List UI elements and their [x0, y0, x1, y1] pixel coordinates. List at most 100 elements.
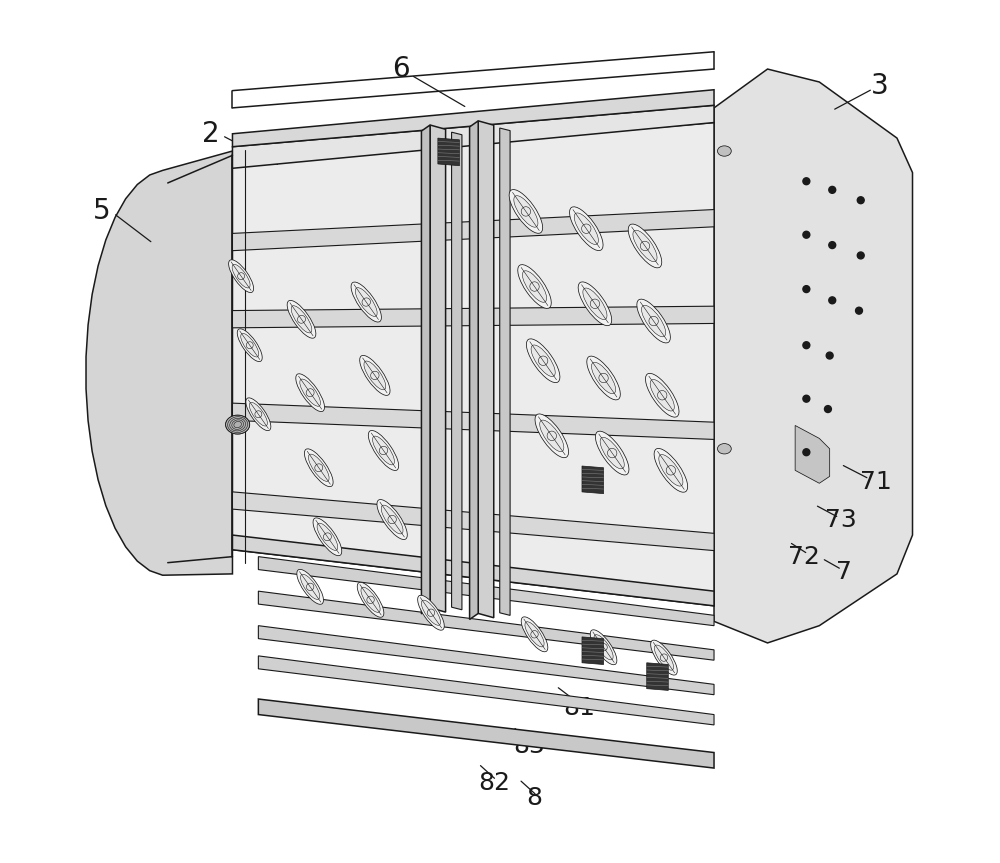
Circle shape [803, 395, 810, 402]
Ellipse shape [590, 630, 617, 665]
Circle shape [829, 186, 836, 193]
Ellipse shape [637, 299, 670, 343]
Ellipse shape [381, 505, 403, 534]
Ellipse shape [633, 230, 657, 261]
Ellipse shape [291, 306, 312, 333]
Ellipse shape [317, 523, 338, 551]
Ellipse shape [297, 570, 323, 604]
Ellipse shape [531, 345, 555, 376]
Circle shape [857, 197, 864, 204]
Polygon shape [258, 591, 714, 660]
Ellipse shape [591, 362, 616, 394]
Ellipse shape [587, 356, 620, 400]
Ellipse shape [600, 438, 624, 469]
Ellipse shape [296, 374, 324, 412]
Circle shape [803, 286, 810, 293]
Ellipse shape [373, 436, 394, 465]
Ellipse shape [595, 432, 629, 475]
Ellipse shape [246, 398, 271, 431]
Ellipse shape [229, 260, 254, 293]
Polygon shape [470, 121, 478, 620]
Circle shape [803, 342, 810, 349]
Polygon shape [232, 123, 714, 606]
Text: 73: 73 [825, 508, 857, 532]
Text: 83: 83 [513, 734, 545, 759]
Polygon shape [232, 403, 714, 439]
Polygon shape [86, 151, 232, 576]
Ellipse shape [651, 640, 677, 675]
Polygon shape [438, 138, 459, 166]
Ellipse shape [522, 271, 547, 302]
Ellipse shape [368, 431, 399, 470]
Ellipse shape [351, 282, 381, 322]
Ellipse shape [226, 415, 250, 434]
Ellipse shape [377, 500, 407, 539]
Polygon shape [714, 69, 913, 643]
Ellipse shape [357, 583, 384, 617]
Polygon shape [421, 125, 430, 614]
Circle shape [829, 297, 836, 304]
Text: 71: 71 [860, 469, 891, 494]
Text: 82: 82 [478, 771, 510, 795]
Polygon shape [258, 626, 714, 695]
Text: 8: 8 [527, 786, 543, 810]
Polygon shape [258, 656, 714, 725]
Circle shape [803, 231, 810, 238]
Polygon shape [582, 637, 604, 665]
Polygon shape [795, 425, 830, 483]
Ellipse shape [540, 420, 564, 451]
Ellipse shape [574, 213, 598, 244]
Ellipse shape [364, 361, 386, 390]
Circle shape [824, 406, 831, 413]
Ellipse shape [300, 379, 320, 406]
Ellipse shape [355, 287, 377, 317]
Ellipse shape [304, 449, 333, 487]
Polygon shape [232, 90, 714, 147]
Ellipse shape [525, 621, 544, 647]
Ellipse shape [535, 414, 569, 457]
Text: 5: 5 [92, 198, 110, 225]
Polygon shape [232, 306, 714, 328]
Ellipse shape [301, 574, 320, 600]
Ellipse shape [313, 518, 342, 556]
Circle shape [803, 178, 810, 185]
Polygon shape [232, 105, 714, 168]
Ellipse shape [650, 380, 674, 411]
Ellipse shape [421, 600, 441, 626]
Polygon shape [582, 466, 604, 494]
Ellipse shape [654, 449, 688, 492]
Ellipse shape [514, 196, 538, 227]
Circle shape [803, 449, 810, 456]
Ellipse shape [526, 339, 560, 382]
Polygon shape [478, 121, 494, 618]
Ellipse shape [509, 190, 543, 233]
Ellipse shape [361, 587, 380, 613]
Ellipse shape [232, 264, 250, 288]
Ellipse shape [594, 634, 613, 660]
Text: 3: 3 [871, 72, 889, 100]
Circle shape [829, 242, 836, 249]
Circle shape [826, 352, 833, 359]
Ellipse shape [717, 146, 731, 156]
Ellipse shape [241, 333, 259, 357]
Ellipse shape [418, 595, 444, 630]
Circle shape [857, 252, 864, 259]
Polygon shape [258, 699, 714, 768]
Polygon shape [647, 663, 668, 690]
Circle shape [856, 307, 862, 314]
Polygon shape [430, 125, 446, 612]
Polygon shape [258, 557, 714, 626]
Ellipse shape [628, 224, 662, 268]
Ellipse shape [717, 444, 731, 454]
Text: 6: 6 [392, 55, 410, 83]
Ellipse shape [521, 617, 548, 652]
Polygon shape [232, 210, 714, 250]
Ellipse shape [360, 356, 390, 395]
Ellipse shape [308, 454, 329, 482]
Ellipse shape [654, 645, 674, 671]
Polygon shape [232, 535, 714, 606]
Text: 7: 7 [836, 560, 851, 584]
Ellipse shape [249, 402, 267, 426]
Polygon shape [500, 128, 510, 615]
Ellipse shape [578, 282, 612, 325]
